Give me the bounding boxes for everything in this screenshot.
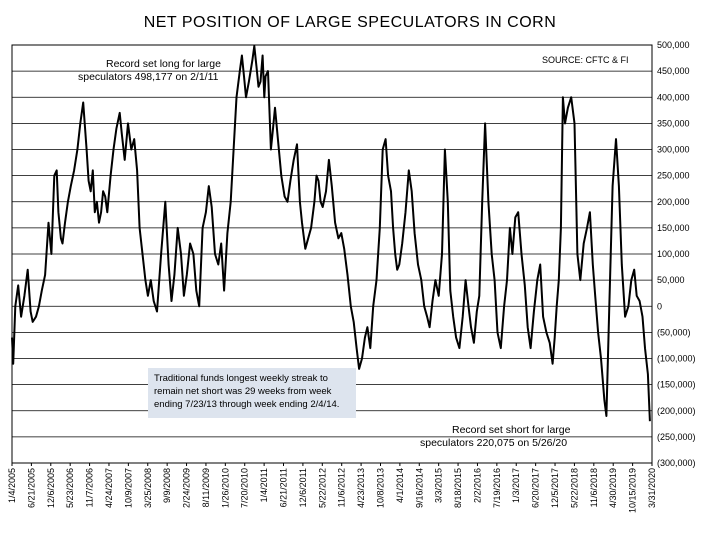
y-tick-label: 400,000	[657, 92, 690, 102]
x-tick-label: 9/16/2014	[414, 468, 424, 508]
x-tick-label: 4/23/2013	[356, 468, 366, 508]
y-tick-label: 50,000	[657, 275, 685, 285]
y-tick-label: (300,000)	[657, 458, 696, 468]
y-axis-tick-labels: 500,000 450,000 400,000 350,000 300,000 250,0…	[657, 40, 696, 468]
y-tick-label: 200,000	[657, 197, 690, 207]
x-tick-label: 6/21/2005	[26, 468, 36, 508]
x-tick-label: 6/21/2011	[279, 468, 289, 507]
y-tick-label: 350,000	[657, 118, 690, 128]
x-tick-label: 2/2/2016	[472, 468, 482, 503]
y-tick-label: 500,000	[657, 40, 690, 50]
y-tick-label: (100,000)	[657, 354, 696, 364]
x-tick-label: 11/6/2018	[589, 468, 599, 507]
x-tick-label: 1/26/2010	[220, 468, 230, 508]
y-tick-label: 450,000	[657, 66, 690, 76]
y-tick-label: 300,000	[657, 145, 690, 155]
y-tick-label: 250,000	[657, 171, 690, 181]
x-tick-label: 7/20/2010	[240, 468, 250, 508]
x-tick-label: 1/3/2017	[511, 468, 521, 503]
record-short-annotation-line1: Record set short for large	[452, 424, 571, 436]
x-tick-label: 10/8/2013	[375, 468, 385, 508]
x-tick-label: 3/31/2020	[647, 468, 657, 508]
x-tick-label: 10/9/2007	[123, 468, 133, 508]
x-tick-label: 5/22/2012	[317, 468, 327, 508]
y-tick-label: 150,000	[657, 223, 690, 233]
chart-title: NET POSITION OF LARGE SPECULATORS IN COR…	[144, 14, 557, 31]
x-tick-label: 8/18/2015	[453, 468, 463, 508]
y-tick-label: (50,000)	[657, 327, 691, 337]
x-tick-label: 2/24/2009	[182, 468, 192, 508]
x-tick-label: 11/7/2006	[85, 468, 95, 507]
x-tick-label: 10/15/2019	[628, 468, 638, 513]
x-tick-label: 3/25/2008	[143, 468, 153, 508]
y-tick-label: (200,000)	[657, 406, 696, 416]
x-tick-label: 1/4/2011	[259, 468, 269, 502]
x-tick-label: 4/1/2014	[395, 468, 405, 503]
record-long-annotation-line1: Record set long for large	[106, 58, 221, 70]
source-label: SOURCE: CFTC & FI	[542, 55, 629, 65]
y-tick-label: 100,000	[657, 249, 690, 259]
y-tick-label: (250,000)	[657, 432, 696, 442]
net-position-line	[11, 45, 651, 422]
short-streak-note: Traditional funds longest weekly streak …	[148, 368, 356, 418]
y-tick-label: (150,000)	[657, 380, 696, 390]
x-tick-label: 3/3/2015	[434, 468, 444, 503]
x-tick-label: 12/5/2017	[550, 468, 560, 508]
x-tick-label: 5/23/2006	[65, 468, 75, 508]
x-tick-label: 5/22/2018	[569, 468, 579, 508]
x-tick-label: 12/6/2011	[298, 468, 308, 507]
x-tick-label: 11/6/2012	[337, 468, 347, 507]
record-short-annotation-line2: speculators 220,075 on 5/26/20	[420, 437, 567, 449]
x-tick-label: 1/4/2005	[7, 468, 17, 503]
x-tick-label: 4/30/2019	[608, 468, 618, 508]
plot-frame	[11, 44, 653, 464]
x-tick-label: 7/19/2016	[492, 468, 502, 508]
x-tick-label: 9/9/2008	[162, 468, 172, 503]
x-tick-label: 4/24/2007	[104, 468, 114, 508]
record-long-annotation-line2: speculators 498,177 on 2/1/11	[78, 71, 219, 83]
x-tick-label: 6/20/2017	[531, 468, 541, 508]
x-tick-label: 8/11/2009	[201, 468, 211, 507]
x-axis-tick-labels: 1/4/2005 6/21/2005 12/6/2005 5/23/2006 11/7/…	[7, 463, 657, 513]
x-tick-label: 12/6/2005	[46, 468, 56, 508]
y-tick-label: 0	[657, 301, 662, 311]
